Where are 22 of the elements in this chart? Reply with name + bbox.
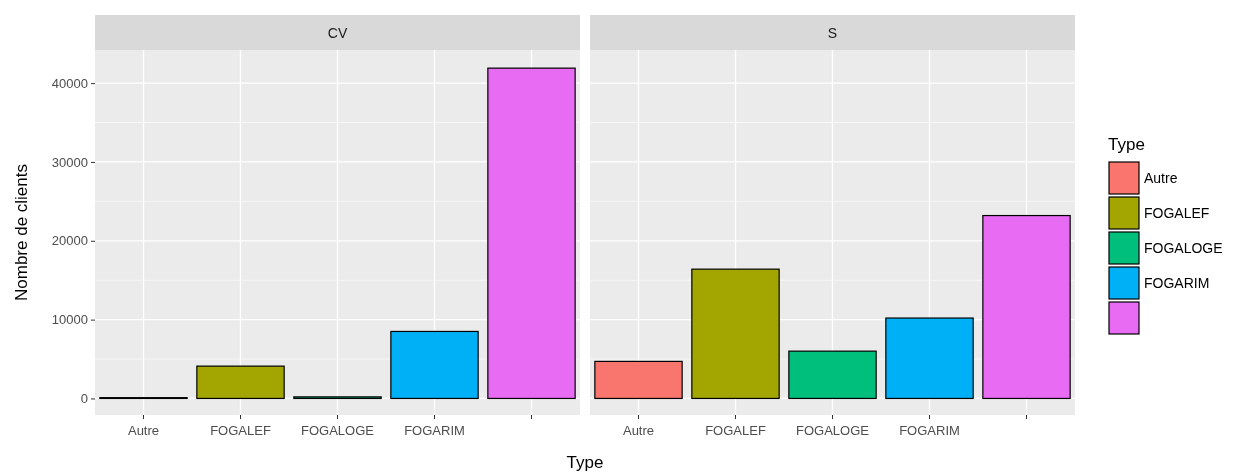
x-tick-label: FOGALOGE <box>796 423 870 438</box>
legend-title: Type <box>1108 135 1145 154</box>
x-axis-title: Type <box>566 453 604 472</box>
x-tick-label: FOGARIM <box>899 423 960 438</box>
y-tick-label: 40000 <box>51 75 88 91</box>
legend-label: FOGALEF <box>1144 205 1210 221</box>
legend-label: FOGALOGE <box>1144 240 1223 256</box>
x-tick-label: Autre <box>622 423 655 438</box>
y-tick-label: 20000 <box>51 233 88 249</box>
x-tick-label: FOGALEF <box>210 423 271 438</box>
x-tick-label: FOGALOGE <box>301 423 375 438</box>
chart-title: CV <box>327 24 348 41</box>
x-tick-label: Autre <box>127 423 160 438</box>
y-tick-label: 30000 <box>51 154 88 170</box>
chart-title: S <box>827 24 838 41</box>
y-tick-label: 0 <box>80 391 88 407</box>
y-tick-label: 10000 <box>51 312 88 328</box>
y-axis-title: Nombre de clients <box>12 163 31 302</box>
x-tick-label: FOGALEF <box>705 423 766 438</box>
legend-label: Autre <box>1144 170 1178 186</box>
legend-label: FOGARIM <box>1144 275 1210 291</box>
x-tick-label: FOGARIM <box>404 423 465 438</box>
